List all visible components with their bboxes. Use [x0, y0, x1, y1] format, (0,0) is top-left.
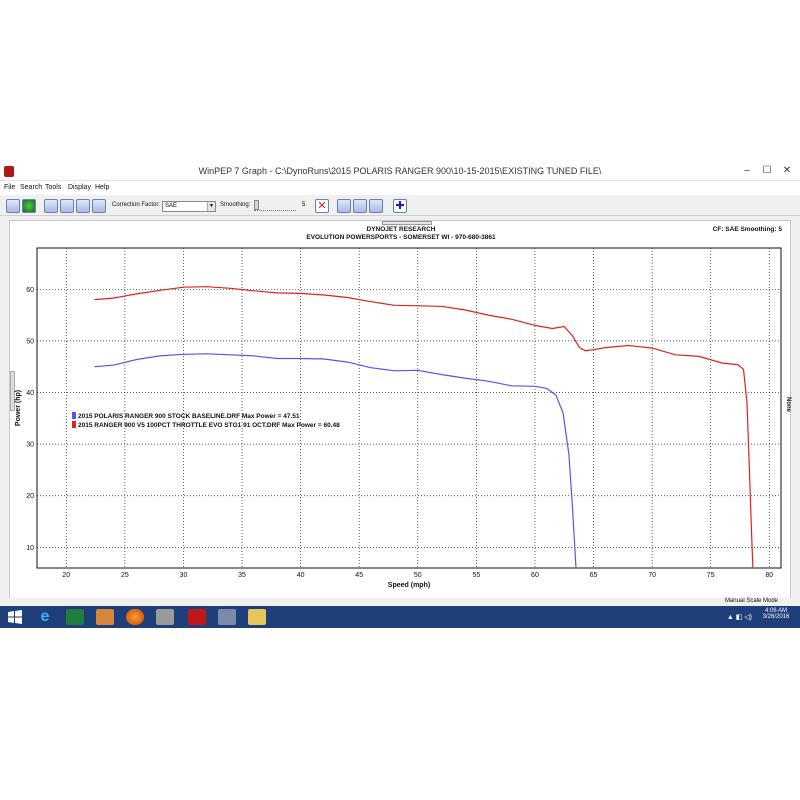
window-title: WinPEP 7 Graph - C:\DynoRuns\2015 POLARI…: [198, 166, 602, 176]
left-scroll-handle[interactable]: [10, 371, 15, 411]
x-tick-label: 25: [121, 572, 129, 579]
y-tick-label: 60: [26, 287, 34, 294]
legend-entry-2: 2015 RANGER 900 V5 100PCT THROTTLE EVO S…: [78, 422, 340, 429]
x-tick-label: 80: [765, 572, 773, 579]
photo-gallery-icon[interactable]: [96, 609, 114, 625]
explorer-window-icon[interactable]: [156, 609, 174, 625]
status-bar: Manual Scale Mode: [0, 598, 800, 606]
open-runs-icon[interactable]: [6, 199, 20, 213]
y-axis-label: Power (hp): [15, 390, 22, 426]
y-tick-label: 10: [26, 545, 34, 552]
clock-time: 4:06 AM: [764, 608, 787, 614]
legend-swatch-1: [72, 412, 76, 419]
winpep-app-icon[interactable]: [4, 166, 14, 177]
windows-start-icon[interactable]: [8, 610, 22, 624]
chevron-down-icon[interactable]: ▼: [207, 202, 215, 211]
tools-icon[interactable]: [218, 609, 236, 625]
x-tick-label: 55: [472, 572, 480, 579]
file-explorer-icon[interactable]: [248, 609, 266, 625]
clear-x-icon[interactable]: ✕: [315, 199, 329, 213]
x-tick-label: 45: [355, 572, 363, 579]
legend-swatch-2: [72, 421, 76, 428]
chart-header-shop: EVOLUTION POWERSPORTS - SOMERSET WI - 97…: [306, 234, 496, 241]
taskbar: e ▲ ◧ ◁) 4:06 AM 3/26/2016: [0, 606, 800, 628]
cf-smoothing-info: CF: SAE Smoothing: 5: [712, 226, 782, 233]
series-line-2: [94, 286, 754, 569]
x-tick-label: 30: [180, 572, 188, 579]
internet-explorer-icon[interactable]: e: [40, 608, 50, 625]
smoothing-value: 5: [302, 202, 306, 208]
x-tick-label: 60: [531, 572, 539, 579]
y-tick-label: 40: [26, 390, 34, 397]
maximize-button[interactable]: ☐: [762, 165, 772, 176]
minimize-button[interactable]: –: [744, 165, 750, 176]
correction-factor-label: Correction Factor:: [112, 202, 161, 208]
smoothing-label: Smoothing:: [220, 202, 251, 208]
zoom-out-icon[interactable]: [353, 199, 367, 213]
x-tick-label: 35: [238, 572, 246, 579]
y-tick-label: 30: [26, 442, 34, 449]
graph-torque-icon[interactable]: [60, 199, 74, 213]
menu-tools[interactable]: Tools: [45, 184, 62, 191]
x-tick-label: 65: [590, 572, 598, 579]
y-tick-label: 20: [26, 493, 34, 500]
y-tick-label: 50: [26, 338, 34, 345]
x-tick-label: 70: [648, 572, 656, 579]
series-line-1: [94, 353, 577, 569]
globe-icon[interactable]: [22, 199, 36, 213]
close-button[interactable]: ✕: [782, 165, 792, 176]
graph-compare-icon[interactable]: [92, 199, 106, 213]
x-tick-label: 75: [707, 572, 715, 579]
correction-factor-value: SAE: [165, 203, 178, 209]
smoothing-slider[interactable]: [254, 200, 296, 211]
excel-icon[interactable]: [66, 609, 84, 625]
menu-search[interactable]: Search: [20, 184, 43, 191]
legend-entry-1: 2015 POLARIS RANGER 900 STOCK BASELINE.D…: [78, 413, 300, 420]
tray-icons[interactable]: ▲ ◧ ◁): [726, 614, 752, 621]
chart-header-company: DYNOJET RESEARCH: [366, 226, 436, 233]
menu-display[interactable]: Display: [68, 184, 91, 191]
x-tick-label: 50: [414, 572, 422, 579]
x-tick-label: 20: [62, 572, 70, 579]
zoom-in-icon[interactable]: [337, 199, 351, 213]
firefox-icon[interactable]: [126, 609, 144, 625]
dynojet-winpep-icon[interactable]: [188, 609, 206, 625]
plot-area: [36, 247, 782, 569]
menu-bar: File Search Tools Display Help: [0, 181, 800, 195]
crosshair-icon[interactable]: ✚: [393, 199, 407, 213]
clock-date: 3/26/2016: [762, 614, 790, 620]
top-scroll-handle[interactable]: [382, 221, 432, 225]
graph-power-icon[interactable]: [44, 199, 58, 213]
menu-file[interactable]: File: [4, 184, 16, 191]
scale-mode-status: Manual Scale Mode: [724, 598, 778, 604]
power-chart: 20 25 30 35 40 45 50 55 60 65 70 75 80 10 20 30 40 50 60 Sp…: [15, 247, 782, 589]
clock[interactable]: 4:06 AM 3/26/2016: [756, 608, 796, 620]
grid-icon[interactable]: [369, 199, 383, 213]
correction-factor-select[interactable]: SAE ▼: [162, 201, 216, 212]
menu-help[interactable]: Help: [95, 184, 110, 191]
smoothing-slider-thumb[interactable]: [254, 200, 259, 210]
graph-panel: DYNOJET RESEARCH EVOLUTION POWERSPORTS -…: [9, 220, 791, 608]
graph-overlay-icon[interactable]: [76, 199, 90, 213]
x-tick-label: 40: [297, 572, 305, 579]
x-axis-label: Speed (mph): [388, 582, 430, 589]
title-bar: WinPEP 7 Graph - C:\DynoRuns\2015 POLARI…: [0, 162, 800, 181]
screen: WinPEP 7 Graph - C:\DynoRuns\2015 POLARI…: [0, 162, 800, 628]
toolbar: Correction Factor: SAE ▼ Smoothing: 5 ✕ …: [0, 196, 800, 216]
